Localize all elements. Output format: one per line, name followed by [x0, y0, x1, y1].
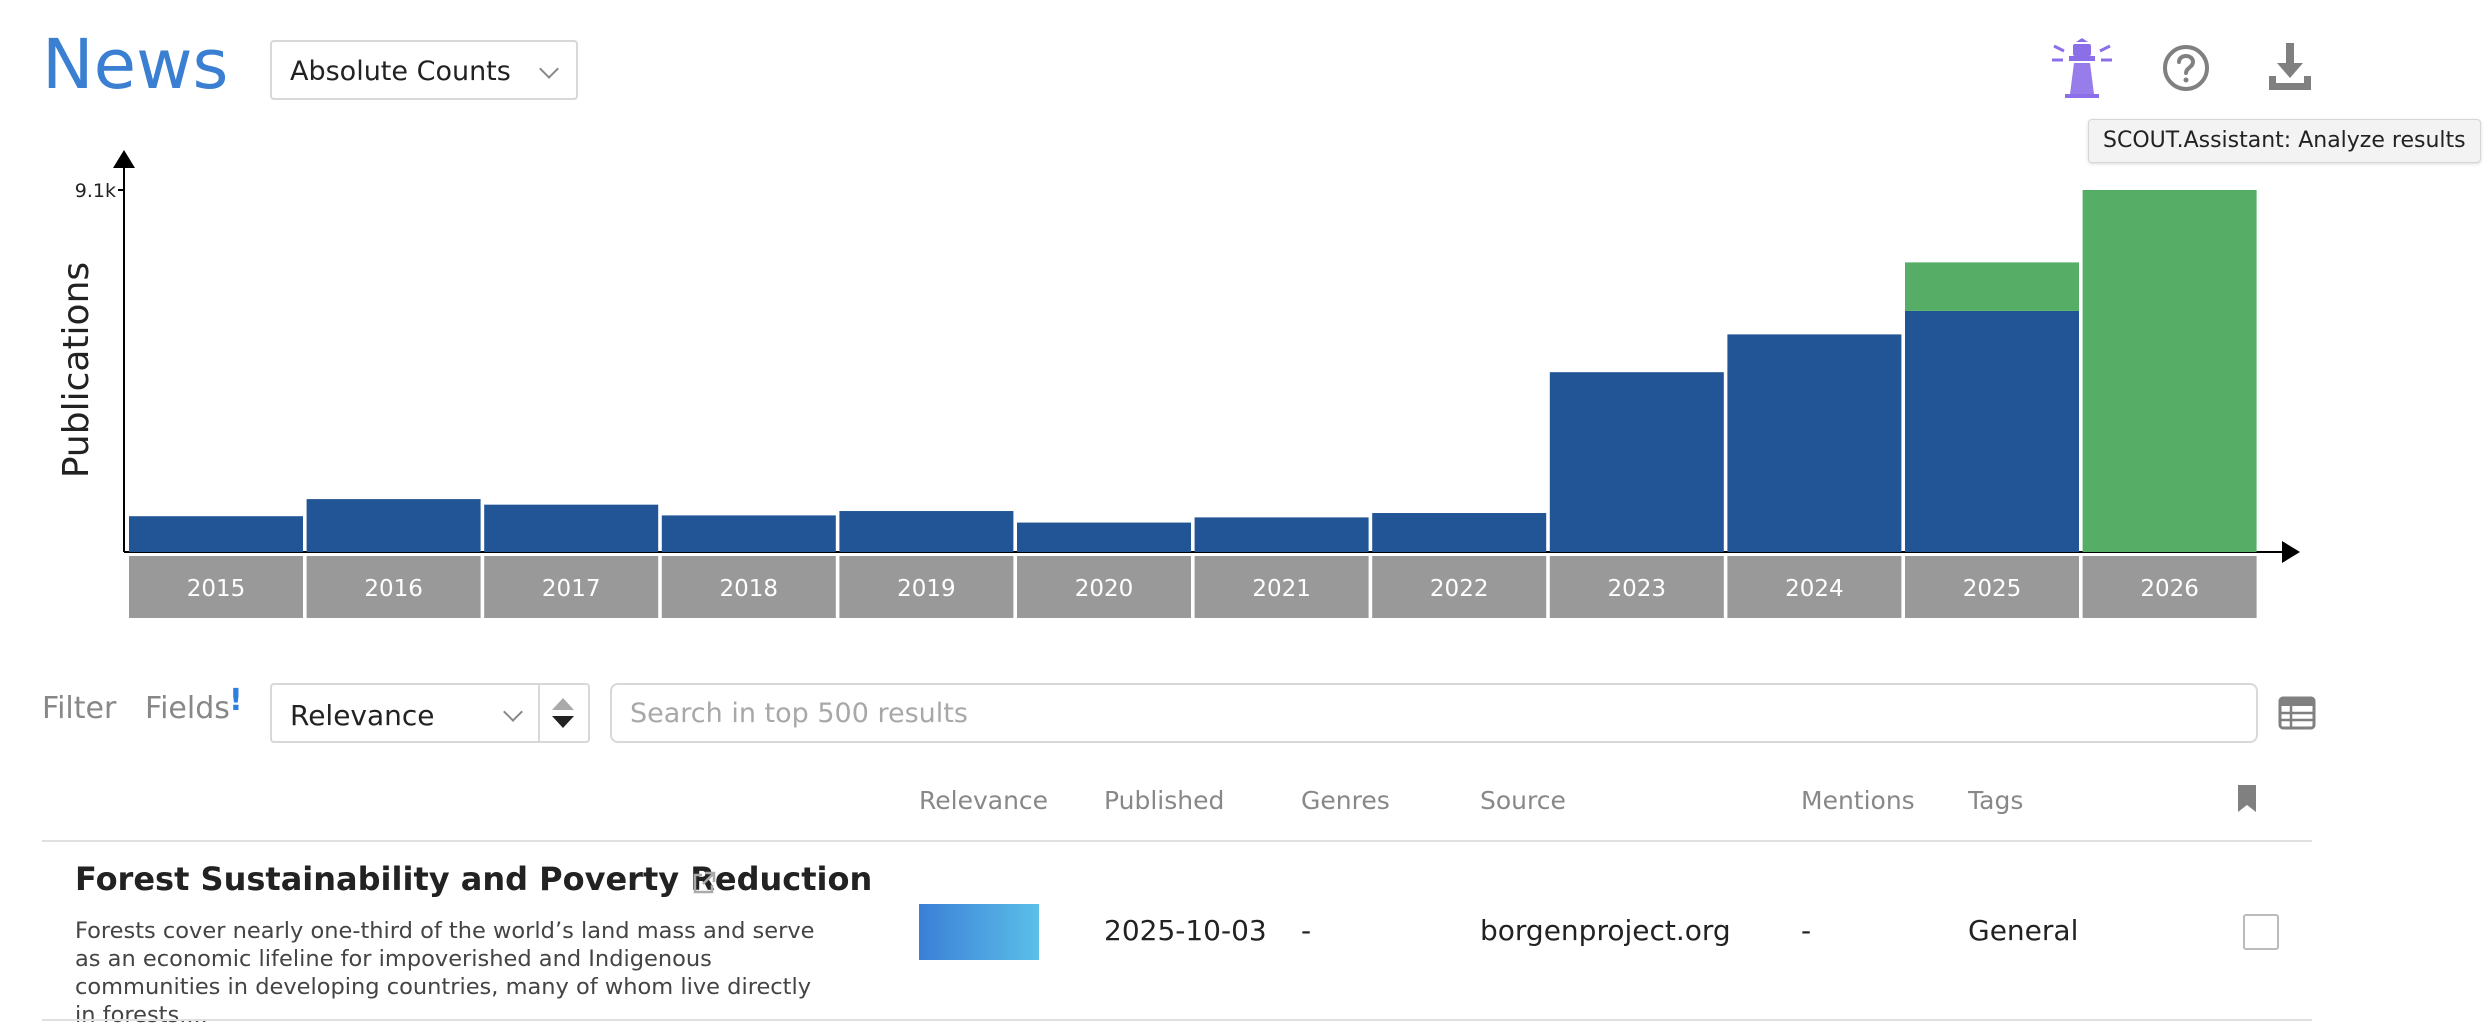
y-axis-label: Publications [56, 262, 97, 478]
header-divider [42, 840, 2312, 842]
bar-2022-series-1[interactable] [1372, 513, 1547, 552]
download-icon[interactable] [2258, 36, 2322, 100]
y-tick-label: 9.1k [75, 180, 116, 202]
bookmark-icon[interactable] [2237, 785, 2257, 813]
external-link-icon[interactable] [691, 870, 717, 896]
x-tick-box-2017[interactable] [484, 556, 659, 618]
x-tick-label-2018: 2018 [720, 576, 779, 602]
bar-2015-series-1[interactable] [129, 516, 303, 552]
x-tick-box-2021[interactable] [1194, 556, 1369, 618]
x-tick-label-2021: 2021 [1252, 576, 1311, 602]
result-snippet: Forests cover nearly one-third of the wo… [75, 918, 815, 1028]
column-header-tags[interactable]: Tags [1968, 786, 2024, 815]
x-tick-box-2020[interactable] [1017, 556, 1191, 618]
page-title: News [42, 25, 229, 105]
x-tick-label-2025: 2025 [1963, 576, 2022, 602]
y-axis-arrow [113, 150, 135, 168]
published-date: 2025-10-03 [1104, 914, 1267, 947]
chevron-down-icon [503, 702, 523, 722]
bar-2021-series-1[interactable] [1194, 517, 1369, 552]
x-tick-box-2019[interactable] [839, 556, 1014, 618]
bookmark-checkbox[interactable] [2243, 914, 2279, 950]
column-header-mentions[interactable]: Mentions [1801, 786, 1915, 815]
mentions-cell: - [1801, 914, 1812, 947]
chart-bars [129, 190, 2257, 552]
column-header-genres[interactable]: Genres [1301, 786, 1390, 815]
bar-2019-series-1[interactable] [839, 511, 1014, 552]
search-input[interactable] [610, 683, 2258, 743]
bar-2023-series-1[interactable] [1549, 372, 1724, 552]
x-tick-label-2017: 2017 [542, 576, 601, 602]
genres-cell: - [1301, 914, 1312, 947]
view-mode-value: Absolute Counts [290, 56, 511, 87]
x-tick-box-2022[interactable] [1372, 556, 1547, 618]
column-header-source[interactable]: Source [1480, 786, 1566, 815]
sort-select[interactable]: Relevance [270, 683, 590, 743]
assistant-tooltip: SCOUT.Assistant: Analyze results [2088, 119, 2481, 163]
result-title[interactable]: Forest Sustainability and Poverty Reduct… [75, 860, 873, 898]
x-tick-label-2016: 2016 [364, 576, 423, 602]
x-tick-label-2020: 2020 [1075, 576, 1134, 602]
x-tick-box-2024[interactable] [1727, 556, 1902, 618]
help-circle-icon[interactable] [2154, 36, 2218, 100]
x-tick-label-2022: 2022 [1430, 576, 1489, 602]
bar-2018-series-1[interactable] [661, 515, 836, 552]
header-toolbar [2050, 36, 2320, 100]
row-divider [42, 1019, 2312, 1021]
x-tick-box-2015[interactable] [129, 556, 303, 618]
x-tick-box-2018[interactable] [661, 556, 836, 618]
x-tick-label-2024: 2024 [1785, 576, 1844, 602]
column-header-published[interactable]: Published [1104, 786, 1225, 815]
x-tick-label-2023: 2023 [1608, 576, 1667, 602]
x-tick-label-2026: 2026 [2140, 576, 2199, 602]
publications-chart: 9.1k Publications 2015 2016 2017 2018 2019 202… [56, 150, 2300, 618]
x-tick-label-2015: 2015 [187, 576, 246, 602]
x-tick-box-2025[interactable] [1905, 556, 2079, 618]
relevance-bar [919, 904, 1039, 960]
view-mode-select[interactable]: Absolute Counts [270, 40, 578, 100]
lighthouse-icon[interactable] [2050, 36, 2114, 100]
x-tick-box-2026[interactable] [2082, 556, 2257, 618]
tags-cell: General [1968, 914, 2079, 947]
x-tick-label-2019: 2019 [897, 576, 956, 602]
x-tick-box-2016[interactable] [306, 556, 481, 618]
bar-2020-series-1[interactable] [1017, 522, 1191, 552]
x-axis-arrow [2282, 541, 2300, 563]
fields-alert-mark: ! [229, 683, 243, 718]
source-cell: borgenproject.org [1480, 914, 1731, 947]
bar-2025-series-2[interactable] [1905, 262, 2079, 311]
bar-2017-series-1[interactable] [484, 504, 659, 552]
chevron-down-icon [539, 59, 559, 79]
x-tick-box-2023[interactable] [1549, 556, 1724, 618]
column-header-relevance[interactable]: Relevance [919, 786, 1049, 815]
bar-2026-series-2[interactable] [2082, 190, 2257, 552]
bar-2025-series-1[interactable] [1905, 310, 2079, 552]
bar-2016-series-1[interactable] [306, 499, 481, 552]
sort-direction-icon[interactable] [546, 695, 580, 731]
sort-value: Relevance [290, 699, 435, 732]
bar-2024-series-1[interactable] [1727, 334, 1902, 552]
table-view-icon[interactable] [2278, 696, 2316, 730]
divider [538, 685, 540, 741]
filter-button[interactable]: Filter [42, 691, 117, 726]
fields-button[interactable]: Fields [145, 691, 230, 726]
chart-x-ticks: 2015 2016 2017 2018 2019 2020 2021 2022 2023 2024… [129, 556, 2257, 618]
